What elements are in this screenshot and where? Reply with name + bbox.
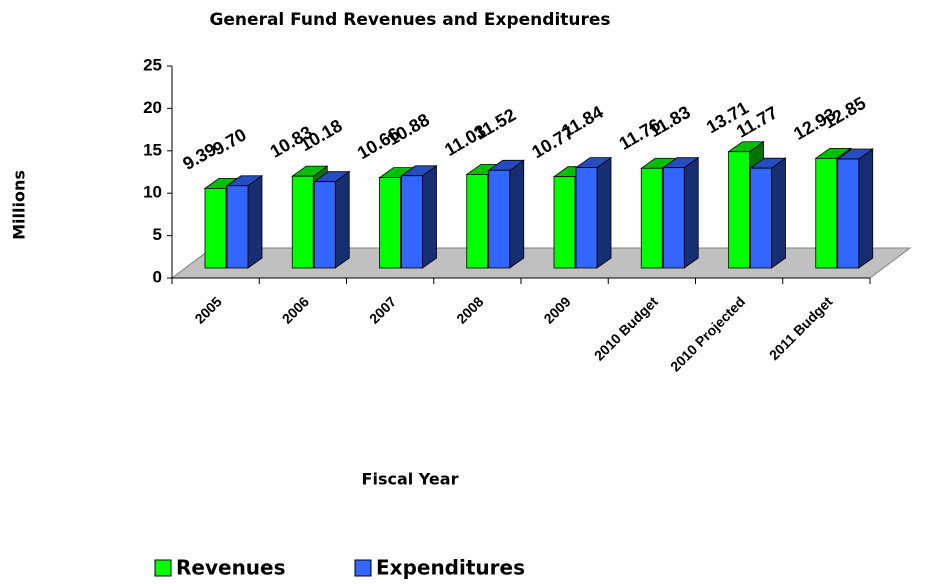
value-label: 11.84 — [558, 102, 606, 141]
y-axis-title: Millions — [10, 170, 29, 240]
value-label: 11.52 — [471, 105, 519, 144]
x-tick-label: 2008 — [453, 293, 486, 326]
value-label: 10.88 — [384, 109, 433, 149]
y-tick-label: 25 — [143, 55, 162, 74]
bar-side — [771, 157, 786, 269]
bar — [728, 151, 750, 269]
bar — [466, 174, 489, 269]
floor — [170, 247, 912, 279]
legend-swatch — [154, 559, 172, 577]
bar — [379, 177, 401, 269]
x-tick-label: 2006 — [279, 293, 312, 326]
y-tick-label: 10 — [143, 183, 162, 202]
bar — [575, 167, 598, 269]
bar — [815, 157, 838, 269]
x-tick-label: 2007 — [366, 293, 399, 326]
bar — [401, 175, 423, 269]
bar — [204, 187, 227, 269]
bar — [553, 176, 576, 269]
value-label: 12.85 — [820, 93, 869, 133]
bar-side — [683, 156, 699, 269]
bar — [640, 167, 663, 269]
legend-label: Expenditures — [376, 556, 525, 580]
legend-swatch — [354, 559, 372, 577]
x-tick-label: 2005 — [191, 293, 224, 326]
value-label: 11.83 — [646, 102, 694, 141]
bar-side — [247, 174, 263, 269]
bar-side — [334, 170, 350, 269]
y-tick-label: 0 — [153, 267, 162, 286]
x-tick-label: 2009 — [540, 293, 573, 326]
bar-side — [509, 159, 525, 269]
value-label: 10.18 — [297, 115, 346, 155]
bar — [488, 169, 511, 269]
bar — [226, 185, 249, 269]
x-tick-label: 2011 Budget — [766, 293, 836, 363]
x-tick-label: 2010 Budget — [591, 293, 661, 363]
value-label: 9.70 — [209, 124, 249, 159]
bar — [313, 181, 336, 269]
bar-side — [596, 156, 612, 269]
legend-label: Revenues — [176, 556, 286, 580]
bar — [750, 167, 772, 269]
x-axis-title: Fiscal Year — [362, 470, 459, 489]
x-tick-label: 2010 Projected — [667, 293, 748, 374]
bar — [291, 175, 314, 269]
bar-side — [858, 148, 874, 269]
y-tick-label: 20 — [143, 98, 162, 117]
bar — [837, 158, 860, 269]
y-tick-label: 5 — [153, 225, 162, 244]
bar-side — [422, 164, 437, 269]
y-tick-label: 15 — [143, 140, 162, 159]
chart-title: General Fund Revenues and Expenditures — [209, 10, 610, 30]
bar — [662, 167, 685, 269]
